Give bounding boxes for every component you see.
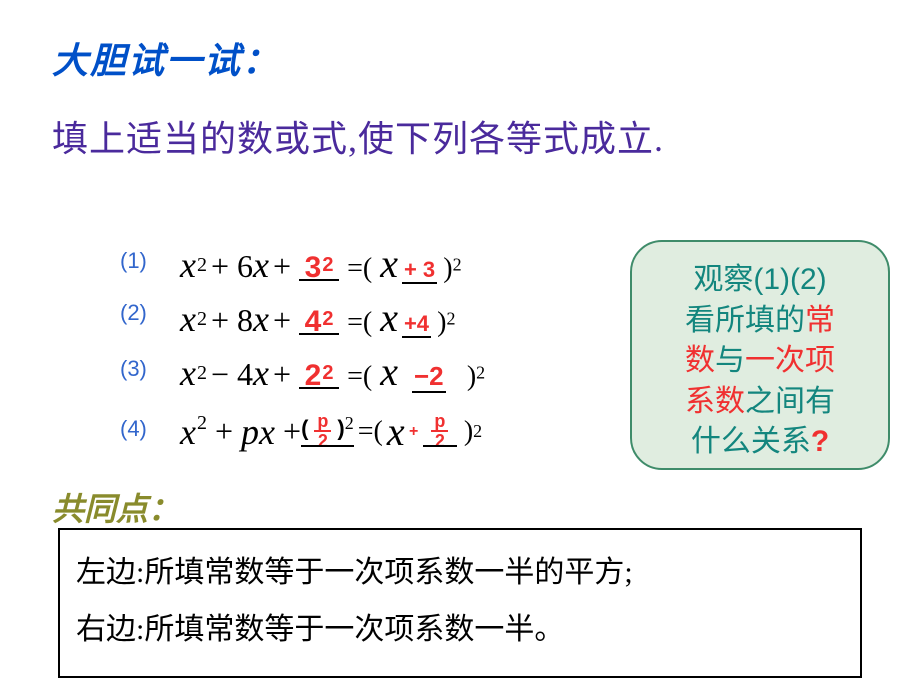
instruction-text: 填上适当的数或式,使下列各等式成立.: [52, 110, 664, 162]
conclusion-line-1: 左边:所填常数等于一次项系数一半的平方;: [76, 544, 844, 601]
observation-callout: 观察(1)(2) 看所填的常 数与一次项 系数之间有 什么关系?: [630, 240, 890, 470]
equation-row-4: x2 + px + ( p2 )2 =( x + p2 )2: [180, 408, 482, 455]
eq-number-3: (3): [120, 358, 147, 380]
eq-number-4: (4): [120, 418, 147, 440]
section-title: 大胆试一试：: [52, 32, 280, 84]
equation-row-3: x2 − 4x + 22 =( x −2 )2: [180, 348, 485, 395]
conclusion-line-2: 右边:所填常数等于一次项系数一半。: [76, 601, 844, 658]
equation-row-2: x2 + 8x + 42 =( x +4 )2: [180, 294, 456, 341]
common-points-label: 共同点：: [52, 484, 180, 530]
eq-number-1: (1): [120, 250, 147, 272]
equation-row-1: x2 + 6x + 32 =( x + 3 )2: [180, 240, 462, 287]
eq-number-2: (2): [120, 302, 147, 324]
conclusion-box: 左边:所填常数等于一次项系数一半的平方; 右边:所填常数等于一次项系数一半。: [58, 528, 862, 678]
